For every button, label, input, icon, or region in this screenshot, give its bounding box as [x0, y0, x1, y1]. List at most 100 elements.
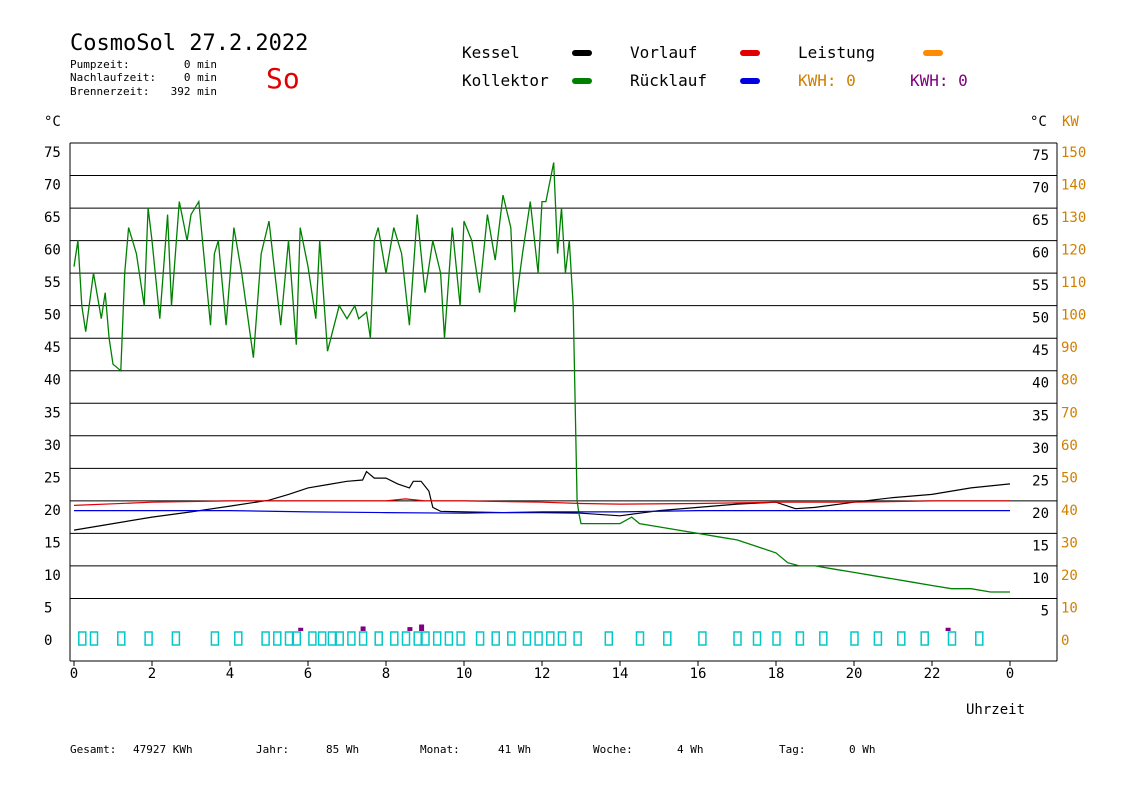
- y-tick-left: 0: [44, 633, 52, 649]
- stat-pumpzeit-label: Pumpzeit:: [70, 58, 130, 71]
- pump-marker: [873, 631, 883, 646]
- pump-marker: [413, 631, 422, 646]
- y-tick-right: 70: [1032, 181, 1049, 197]
- legend-kollektor: Kollektor: [462, 71, 549, 90]
- kwh-marker: [945, 627, 951, 631]
- footer-jahr-value: 85 Wh: [326, 743, 359, 756]
- x-tick-label: 18: [768, 666, 785, 682]
- footer-gesamt-value: 47927 KWh: [133, 743, 193, 756]
- pump-marker: [358, 631, 368, 646]
- y-tick-kw: 40: [1061, 503, 1078, 519]
- pump-marker: [663, 631, 672, 646]
- y-tick-kw: 100: [1061, 308, 1086, 324]
- y-tick-kw: 90: [1061, 340, 1078, 356]
- x-tick-label: 0: [1006, 666, 1014, 682]
- kw-axis-unit: KW: [1062, 114, 1079, 130]
- pump-markers: [78, 624, 984, 646]
- footer-tag-label: Tag:: [779, 743, 806, 756]
- pump-marker: [401, 631, 411, 646]
- footer-tag-value: 0 Wh: [849, 743, 876, 756]
- y-tick-right: 40: [1032, 376, 1049, 392]
- chart-title: CosmoSol 27.2.2022: [70, 31, 308, 56]
- legend-kwh-leistung: KWH: 0: [798, 71, 856, 90]
- pump-marker: [534, 631, 543, 646]
- y-tick-left: 75: [44, 145, 61, 161]
- pump-marker: [491, 631, 500, 646]
- y-tick-left: 35: [44, 405, 61, 421]
- y-tick-left: 65: [44, 210, 61, 226]
- y-tick-left: 5: [44, 600, 52, 616]
- y-tick-left: 30: [44, 438, 61, 454]
- pump-marker: [117, 631, 126, 646]
- y-tick-left: 40: [44, 373, 61, 389]
- pump-marker: [733, 631, 742, 646]
- pump-marker: [234, 631, 243, 646]
- stat-nachlaufzeit-value: 0 min: [184, 71, 217, 84]
- y-tick-left: 45: [44, 340, 61, 356]
- pump-marker: [557, 631, 567, 646]
- kwh-marker: [360, 626, 366, 631]
- x-tick-label: 8: [382, 666, 390, 682]
- y-tick-right: 60: [1032, 246, 1049, 262]
- pump-marker: [772, 631, 781, 646]
- pump-marker: [698, 631, 707, 646]
- series-vorlauf-line: [73, 498, 1010, 506]
- pump-marker: [347, 631, 356, 646]
- y-tick-right: 5: [1041, 603, 1049, 619]
- y-tick-kw: 80: [1061, 373, 1078, 389]
- pump-marker: [456, 631, 465, 646]
- y-tick-kw: 120: [1061, 243, 1086, 259]
- y-tick-right: 65: [1032, 213, 1049, 229]
- pump-marker: [546, 631, 555, 646]
- x-tick-label: 2: [148, 666, 156, 682]
- pump-marker: [947, 631, 957, 646]
- x-tick-label: 14: [612, 666, 629, 682]
- series-lines: [73, 162, 1011, 593]
- footer-gesamt-label: Gesamt:: [70, 743, 116, 756]
- y-tick-right: 45: [1032, 343, 1049, 359]
- pump-marker: [390, 631, 399, 646]
- pump-marker: [475, 631, 485, 646]
- series-ruecklauf-line: [74, 510, 1010, 514]
- stat-brennerzeit-value: 392 min: [171, 85, 217, 98]
- y-tick-kw: 140: [1061, 178, 1086, 194]
- pump-marker: [444, 631, 454, 646]
- pump-marker: [421, 631, 430, 646]
- pump-marker: [89, 631, 99, 646]
- pump-marker: [261, 631, 270, 646]
- y-tick-right: 20: [1032, 506, 1049, 522]
- grid-lines: [70, 142, 1057, 599]
- footer-monat-label: Monat:: [420, 743, 460, 756]
- pump-marker: [795, 631, 805, 646]
- pump-marker: [819, 631, 828, 646]
- x-axis-label: Uhrzeit: [966, 702, 1025, 718]
- x-tick-label: 6: [304, 666, 312, 682]
- y-tick-kw: 30: [1061, 535, 1078, 551]
- x-tick-label: 16: [690, 666, 707, 682]
- footer-monat-value: 41 Wh: [498, 743, 531, 756]
- y-tick-left: 70: [44, 178, 61, 194]
- legend-leistung: Leistung: [798, 43, 875, 62]
- y-tick-right: 10: [1032, 571, 1049, 587]
- y-tick-right: 50: [1032, 311, 1049, 327]
- y-tick-left: 60: [44, 243, 61, 259]
- pump-marker: [317, 631, 327, 646]
- pump-marker: [432, 631, 442, 646]
- y-tick-kw: 70: [1061, 405, 1078, 421]
- kwh-marker: [407, 627, 413, 631]
- series-kollektor-line: [73, 162, 1010, 593]
- x-tick-label: 4: [226, 666, 234, 682]
- pump-marker: [573, 631, 582, 646]
- y-tick-left: 50: [44, 308, 61, 324]
- footer-jahr-label: Jahr:: [256, 743, 289, 756]
- y-tick-right: 35: [1032, 408, 1049, 424]
- stat-brennerzeit-label: Brennerzeit:: [70, 85, 149, 98]
- pump-marker: [78, 631, 87, 646]
- pump-marker: [604, 631, 614, 646]
- pump-marker: [292, 631, 302, 646]
- legend-kessel: Kessel: [462, 43, 520, 62]
- stat-nachlaufzeit-label: Nachlaufzeit:: [70, 71, 156, 84]
- y-tick-kw: 20: [1061, 568, 1078, 584]
- day-label: So: [266, 62, 300, 95]
